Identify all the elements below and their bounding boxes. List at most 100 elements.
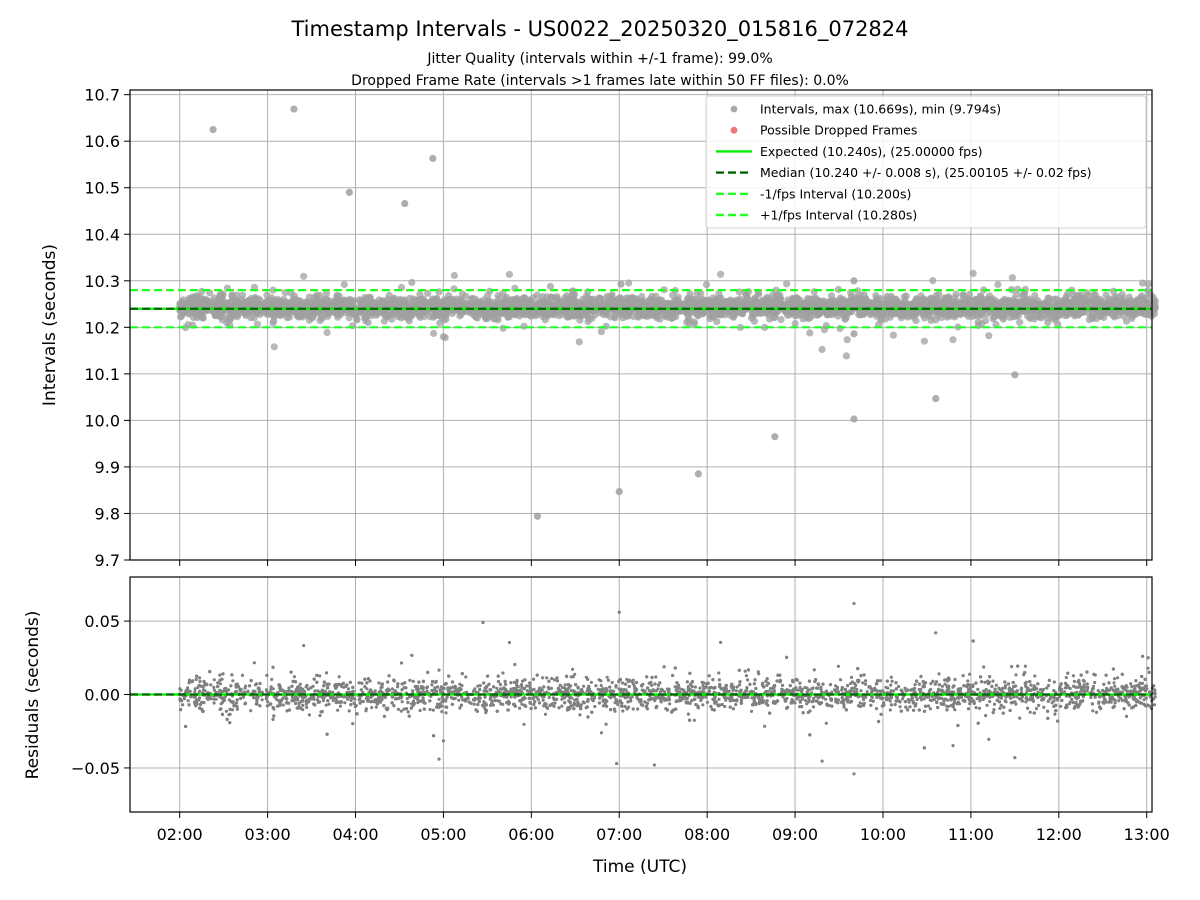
- data-point: [1122, 317, 1131, 325]
- data-point: [228, 313, 236, 321]
- data-point: [592, 298, 600, 306]
- data-point: [597, 328, 606, 336]
- data-point: [1044, 318, 1052, 326]
- data-point: [842, 352, 851, 360]
- data-point: [406, 294, 414, 302]
- data-point: [717, 270, 725, 278]
- data-point: [1008, 274, 1017, 282]
- chart-title: Timestamp Intervals - US0022_20250320_01…: [290, 17, 908, 42]
- outlier-point-3: [401, 199, 409, 208]
- outlier-point-10: [932, 394, 940, 403]
- data-point: [702, 281, 711, 289]
- data-point: [634, 312, 642, 321]
- data-point: [553, 293, 561, 301]
- data-point: [300, 272, 308, 280]
- data-point: [340, 299, 348, 307]
- data-point: [385, 301, 394, 309]
- data-point: [1134, 298, 1143, 306]
- data-point: [657, 306, 665, 314]
- data-point: [736, 323, 745, 331]
- data-point: [486, 300, 495, 309]
- y-tick-label-0: 9.7: [95, 551, 120, 570]
- data-point: [654, 297, 663, 305]
- data-point: [363, 300, 371, 308]
- data-point: [1057, 311, 1065, 319]
- data-point: [192, 294, 200, 302]
- data-point: [761, 323, 769, 331]
- data-point: [884, 299, 892, 307]
- data-point: [787, 308, 796, 317]
- data-point: [489, 310, 497, 318]
- outlier-point-2: [345, 188, 353, 196]
- data-point: [210, 294, 218, 302]
- data-point: [262, 306, 270, 314]
- data-point: [602, 322, 610, 330]
- data-point: [290, 292, 298, 300]
- outlier-point-13: [617, 280, 625, 288]
- data-point: [1083, 289, 1091, 297]
- data-point: [268, 294, 276, 302]
- data-point: [926, 303, 935, 311]
- data-point: [316, 291, 324, 300]
- y-tick-label-4: 10.1: [84, 365, 120, 384]
- data-point: [806, 329, 814, 337]
- y-tick-label-7: 10.4: [84, 225, 120, 244]
- y-tick-label-1: 9.8: [95, 504, 120, 523]
- data-point: [647, 296, 655, 304]
- data-point: [762, 295, 770, 303]
- data-point: [944, 311, 952, 319]
- data-point: [199, 314, 207, 322]
- data-point: [424, 289, 432, 297]
- data-point: [1084, 299, 1092, 307]
- data-point: [1144, 287, 1152, 295]
- data-point: [499, 290, 507, 298]
- data-point: [796, 296, 804, 304]
- data-point: [355, 296, 363, 304]
- data-point: [285, 309, 293, 317]
- data-point: [368, 312, 376, 320]
- outlier-point-7: [694, 470, 702, 478]
- data-point: [340, 280, 348, 289]
- data-point: [625, 279, 633, 287]
- data-point: [996, 312, 1004, 320]
- data-point: [439, 333, 448, 341]
- data-point: [1091, 291, 1099, 299]
- data-point: [467, 309, 475, 317]
- data-point: [799, 304, 807, 312]
- data-point: [1114, 293, 1122, 301]
- data-point: [929, 277, 937, 285]
- data-point: [733, 298, 741, 307]
- data-point: [951, 294, 959, 302]
- data-point: [985, 296, 994, 304]
- outlier-point-5: [533, 512, 542, 520]
- y-tick-label-5: 10.2: [84, 318, 120, 337]
- data-point: [513, 296, 521, 304]
- data-point: [505, 309, 514, 317]
- data-point: [737, 309, 745, 317]
- data-point: [969, 269, 977, 277]
- data-point: [1150, 306, 1158, 314]
- chart-subtitle-dropped: Dropped Frame Rate (intervals >1 frames …: [351, 73, 849, 89]
- data-point: [744, 294, 752, 302]
- data-point: [547, 299, 556, 307]
- outlier-point-1: [290, 105, 298, 113]
- data-point: [994, 280, 1002, 289]
- data-point: [1062, 293, 1070, 301]
- data-point: [1058, 300, 1066, 308]
- data-point: [564, 312, 572, 320]
- data-point: [684, 316, 693, 324]
- data-point: [836, 324, 844, 333]
- data-point: [747, 314, 756, 322]
- data-point: [353, 315, 361, 324]
- data-point: [345, 314, 353, 322]
- data-point: [985, 332, 993, 340]
- y-tick-label-6: 10.3: [84, 272, 120, 291]
- data-point: [450, 285, 458, 293]
- data-point: [565, 299, 573, 307]
- data-point: [416, 313, 424, 322]
- data-point: [714, 310, 722, 318]
- y-tick-label-8: 10.5: [84, 179, 120, 198]
- chart-subtitle-jitter: Jitter Quality (intervals within +/-1 fr…: [426, 51, 772, 67]
- data-point: [1022, 298, 1030, 306]
